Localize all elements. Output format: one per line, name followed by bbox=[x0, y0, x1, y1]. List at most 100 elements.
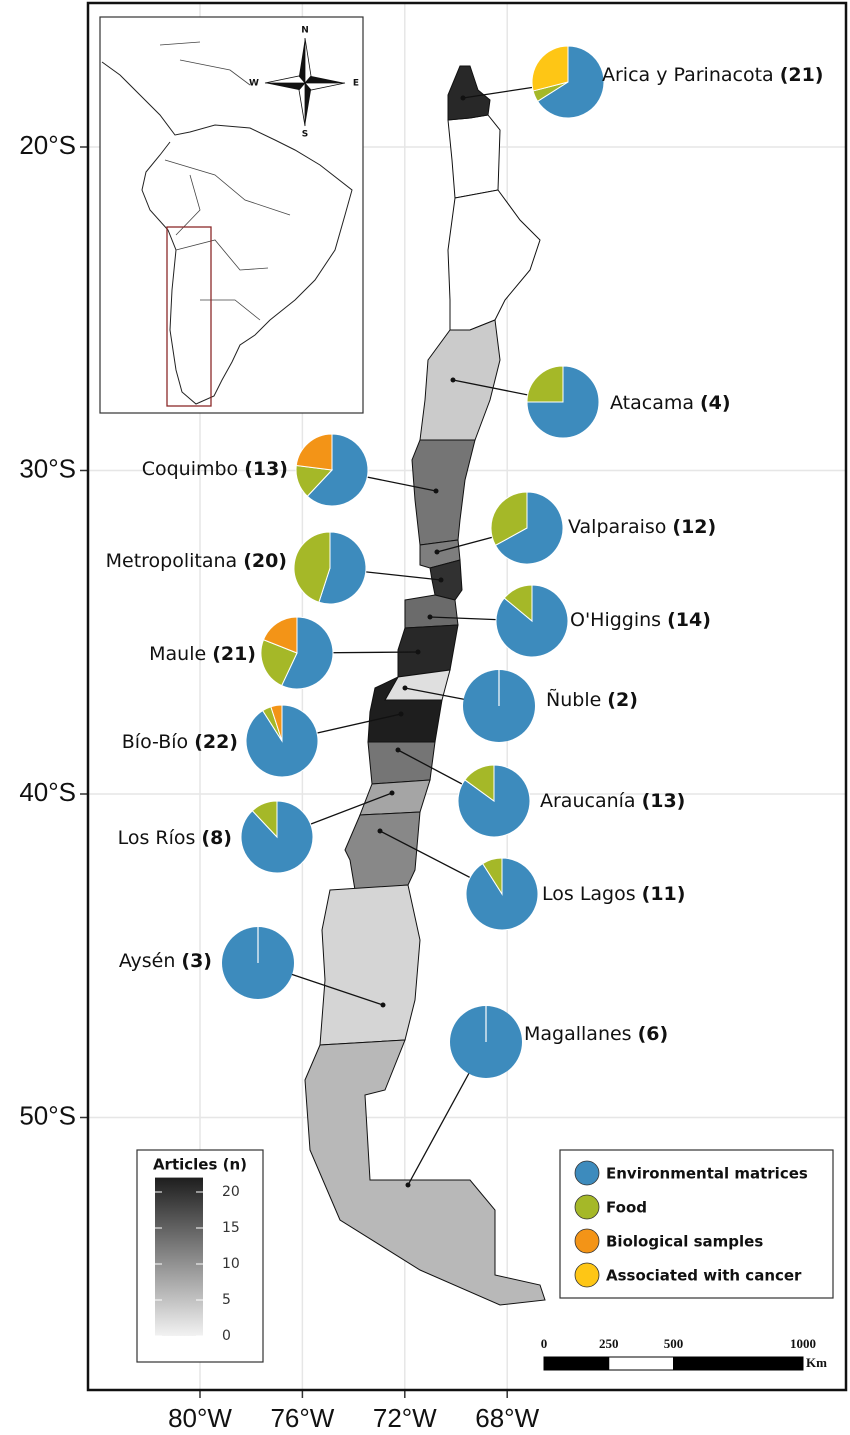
inset-frame bbox=[99, 16, 364, 414]
pie-slice bbox=[503, 584, 533, 623]
region-dot bbox=[377, 828, 383, 834]
region-name: Magallanes bbox=[524, 1023, 632, 1045]
region-count: (3) bbox=[181, 950, 212, 972]
region-dot bbox=[415, 649, 421, 655]
legend-swatch bbox=[574, 1228, 600, 1254]
region bbox=[367, 741, 436, 785]
region-label: Bío-Bío (22) bbox=[122, 731, 238, 753]
shade-tick-label: 10 bbox=[222, 1256, 240, 1272]
region-count: (12) bbox=[672, 516, 716, 538]
region-label: Araucanía (13) bbox=[540, 790, 685, 812]
scale-label: 0 bbox=[541, 1336, 548, 1351]
region-count: (13) bbox=[244, 458, 288, 480]
shade-bar bbox=[155, 1177, 203, 1336]
y-tick-label: 50°S bbox=[19, 1100, 76, 1130]
pie-slice bbox=[251, 800, 278, 839]
scale-label: 500 bbox=[664, 1336, 684, 1351]
region-name: Coquimbo bbox=[142, 458, 238, 480]
region-label: Maule (21) bbox=[149, 643, 256, 665]
inset-map: N S E W bbox=[99, 16, 364, 414]
region-dot bbox=[398, 711, 404, 717]
chile-extent-box bbox=[166, 226, 212, 407]
pie-slice bbox=[464, 764, 495, 802]
region-name: Arica y Parinacota bbox=[602, 64, 774, 86]
region-dot bbox=[380, 1002, 386, 1008]
region bbox=[304, 1039, 546, 1306]
pie-slice bbox=[318, 531, 367, 605]
region-name: Atacama bbox=[610, 392, 694, 414]
region bbox=[397, 624, 459, 678]
region-count: (4) bbox=[700, 392, 731, 414]
compass-highlight bbox=[264, 75, 306, 84]
legend-box bbox=[559, 1149, 834, 1299]
y-tick-label: 30°S bbox=[19, 453, 76, 483]
region-name: Valparaiso bbox=[568, 516, 666, 538]
compass-s: S bbox=[302, 130, 308, 140]
pie-slice bbox=[494, 491, 564, 565]
compass-highlight bbox=[304, 37, 312, 85]
region-label: Ñuble (2) bbox=[546, 688, 638, 711]
region-count: (13) bbox=[642, 790, 686, 812]
region-name: Los Lagos bbox=[542, 883, 636, 905]
region-name: Ñuble bbox=[546, 688, 601, 711]
region-name: Maule bbox=[149, 643, 206, 665]
region bbox=[419, 319, 501, 441]
region-count: (8) bbox=[201, 827, 232, 849]
region-dot bbox=[460, 95, 466, 101]
region-dot bbox=[438, 577, 444, 583]
region-dot bbox=[405, 1182, 411, 1188]
legend-swatch bbox=[574, 1262, 600, 1288]
region-no-data bbox=[447, 189, 541, 331]
pie-slice bbox=[306, 433, 369, 507]
region-no-data bbox=[447, 114, 501, 199]
x-tick-label: 80°W bbox=[168, 1403, 232, 1433]
region-count: (21) bbox=[212, 643, 256, 665]
pie-slice bbox=[295, 433, 333, 471]
region-label: Metropolitana (20) bbox=[106, 550, 287, 572]
region bbox=[447, 65, 491, 121]
shade-legend-title: Articles (n) bbox=[153, 1156, 247, 1174]
region-dot bbox=[433, 488, 439, 494]
shade-tick-label: 0 bbox=[222, 1328, 231, 1344]
pie-slice bbox=[262, 616, 298, 654]
region bbox=[319, 884, 421, 1046]
legend-swatch bbox=[574, 1160, 600, 1186]
region-name: Araucanía bbox=[540, 790, 636, 812]
compass-n: N bbox=[301, 26, 309, 36]
x-tick-label: 72°W bbox=[373, 1403, 437, 1433]
pie-slice bbox=[260, 639, 298, 687]
scale-unit: Km bbox=[806, 1355, 827, 1370]
region-label: Los Lagos (11) bbox=[542, 883, 685, 905]
region-label: Atacama (4) bbox=[610, 392, 731, 414]
region-label: O'Higgins (14) bbox=[570, 609, 711, 631]
region-label: Magallanes (6) bbox=[524, 1023, 668, 1045]
region-name: Bío-Bío bbox=[122, 731, 188, 753]
compass-w: W bbox=[249, 79, 259, 89]
y-tick-label: 40°S bbox=[19, 777, 76, 807]
region-dot bbox=[389, 790, 395, 796]
pie-slice bbox=[536, 45, 605, 119]
legend-label: Food bbox=[606, 1199, 647, 1217]
legend-swatch bbox=[574, 1194, 600, 1220]
legend-label: Associated with cancer bbox=[606, 1267, 802, 1285]
region-count: (11) bbox=[642, 883, 686, 905]
pie-slice bbox=[495, 584, 569, 658]
region-label: Valparaiso (12) bbox=[568, 516, 716, 538]
region-label: Arica y Parinacota (21) bbox=[602, 64, 824, 86]
region-name: O'Higgins bbox=[570, 609, 661, 631]
region bbox=[404, 594, 459, 629]
pie-slice bbox=[482, 857, 503, 896]
scale-label: 1000 bbox=[790, 1336, 816, 1351]
plot-frame bbox=[86, 1, 848, 1392]
shade-tick-label: 15 bbox=[222, 1220, 240, 1236]
caribbean-outline bbox=[159, 41, 251, 86]
compass-highlight bbox=[298, 81, 306, 127]
region-dot bbox=[450, 377, 456, 383]
region-dot bbox=[427, 614, 433, 620]
shade-tick-label: 5 bbox=[222, 1292, 231, 1308]
pie-slice bbox=[293, 531, 331, 603]
region-label: Coquimbo (13) bbox=[142, 458, 288, 480]
x-tick-label: 68°W bbox=[475, 1403, 539, 1433]
region-count: (20) bbox=[243, 550, 287, 572]
